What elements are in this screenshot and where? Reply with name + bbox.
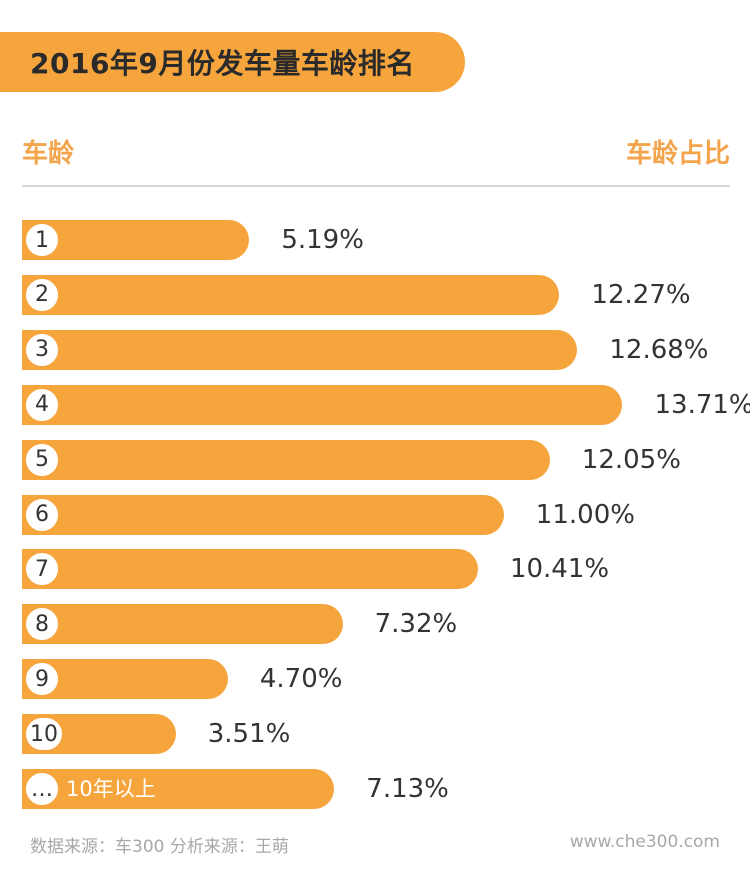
value-label: 12.27% <box>591 279 691 310</box>
age-badge: 7 <box>24 551 60 588</box>
data-source-note: 数据来源：车300 分析来源：王萌 <box>30 837 289 857</box>
bar-7 <box>22 549 478 590</box>
value-label: 4.70% <box>259 664 343 695</box>
age-badge: 3 <box>24 331 60 368</box>
bar-8 <box>22 604 343 645</box>
age-badge: 1 <box>24 222 60 258</box>
age-badge: 8 <box>24 606 60 643</box>
value-label: 5.19% <box>281 225 364 255</box>
title-banner: 2016年9月份发车量车龄排名 <box>0 32 465 92</box>
bar-3 <box>22 329 578 370</box>
bar-4 <box>22 384 623 425</box>
bar-11 <box>22 769 335 809</box>
website-url: www.che300.com <box>569 832 720 852</box>
bar-5 <box>22 439 550 480</box>
age-badge: … <box>24 771 60 807</box>
value-label: 12.05% <box>581 444 681 475</box>
value-label: 7.13% <box>366 774 449 804</box>
value-label: 12.68% <box>609 334 709 365</box>
column-header-share: 车龄占比 <box>625 139 730 169</box>
value-label: 3.51% <box>207 719 291 750</box>
age-badge: 10 <box>24 716 64 753</box>
value-label: 11.00% <box>535 499 635 530</box>
bar-6 <box>22 494 504 535</box>
age-sublabel: 10年以上 <box>66 777 156 801</box>
age-badge: 2 <box>24 276 60 313</box>
age-badge: 5 <box>24 441 60 478</box>
bar-2 <box>22 274 560 315</box>
age-badge: 9 <box>24 661 60 698</box>
age-badge: 6 <box>24 496 60 533</box>
column-header-age: 车龄 <box>22 139 75 169</box>
value-label: 7.32% <box>374 609 458 640</box>
header-divider <box>22 185 730 187</box>
age-badge: 4 <box>24 386 60 423</box>
chart-title: 2016年9月份发车量车龄排名 <box>30 47 415 80</box>
value-label: 10.41% <box>509 554 610 585</box>
value-label: 13.71% <box>654 389 750 420</box>
